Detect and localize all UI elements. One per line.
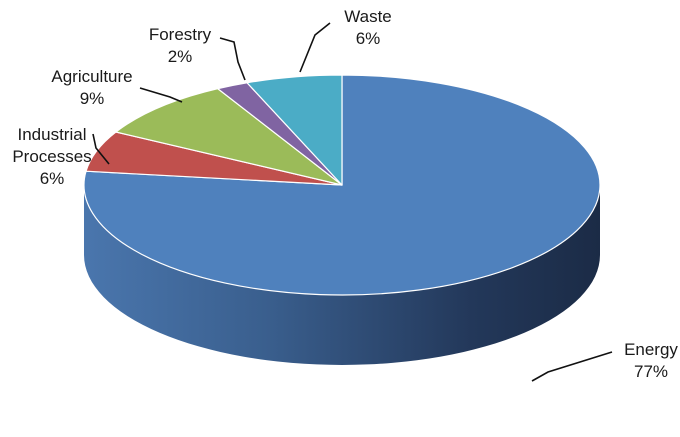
data-label-value-energy: 77% <box>634 362 668 381</box>
data-label-name-forestry: Forestry <box>149 25 212 44</box>
pie-slice-agriculture <box>115 88 343 186</box>
data-label-value-industrial-processes: 6% <box>40 169 65 188</box>
pie-side-energy <box>84 185 600 365</box>
data-label-name-industrial-processes: Processes <box>12 147 91 166</box>
data-label-value-agriculture: 9% <box>80 89 105 108</box>
leader-line-industrial-processes <box>92 133 110 165</box>
leader-line-waste <box>299 22 331 73</box>
data-label-value-waste: 6% <box>356 29 381 48</box>
data-label-name-energy: Energy <box>624 340 678 359</box>
leader-line-energy <box>531 351 613 382</box>
data-label-name-industrial-processes: Industrial <box>18 125 87 144</box>
data-label-name-waste: Waste <box>344 7 392 26</box>
leader-line-forestry <box>219 37 246 81</box>
pie-slice-waste <box>246 74 343 186</box>
data-label-value-forestry: 2% <box>168 47 193 66</box>
data-label-name-agriculture: Agriculture <box>51 67 132 86</box>
leader-line-agriculture <box>139 87 183 103</box>
